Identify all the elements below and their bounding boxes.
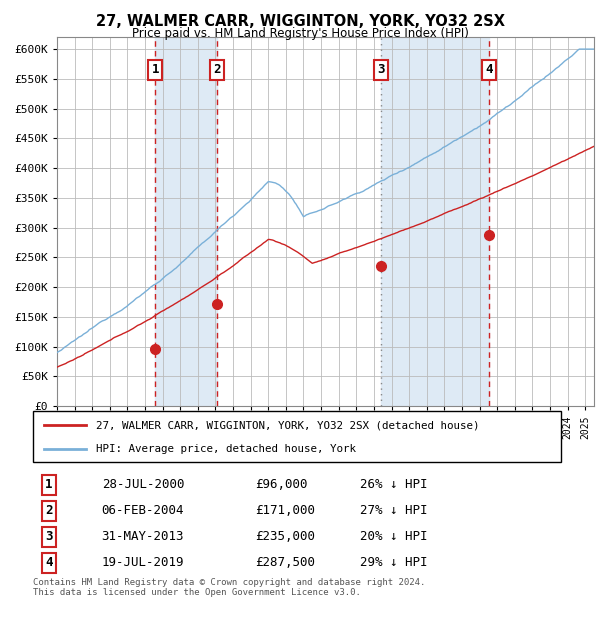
Text: 3: 3 xyxy=(45,530,53,543)
Text: 20% ↓ HPI: 20% ↓ HPI xyxy=(361,530,428,543)
Text: 19-JUL-2019: 19-JUL-2019 xyxy=(101,556,184,569)
Text: 1: 1 xyxy=(151,63,159,76)
Text: 2: 2 xyxy=(45,504,53,517)
Text: 29% ↓ HPI: 29% ↓ HPI xyxy=(361,556,428,569)
Text: 27% ↓ HPI: 27% ↓ HPI xyxy=(361,504,428,517)
Text: 31-MAY-2013: 31-MAY-2013 xyxy=(101,530,184,543)
Text: £235,000: £235,000 xyxy=(255,530,315,543)
Text: £96,000: £96,000 xyxy=(255,478,307,491)
Text: 28-JUL-2000: 28-JUL-2000 xyxy=(101,478,184,491)
Text: Price paid vs. HM Land Registry's House Price Index (HPI): Price paid vs. HM Land Registry's House … xyxy=(131,27,469,40)
Text: 06-FEB-2004: 06-FEB-2004 xyxy=(101,504,184,517)
Text: 2: 2 xyxy=(214,63,221,76)
Bar xyxy=(381,37,489,406)
Text: Contains HM Land Registry data © Crown copyright and database right 2024.
This d: Contains HM Land Registry data © Crown c… xyxy=(33,578,425,597)
Text: 3: 3 xyxy=(377,63,385,76)
Text: HPI: Average price, detached house, York: HPI: Average price, detached house, York xyxy=(97,444,356,454)
Bar xyxy=(155,37,217,406)
Text: 4: 4 xyxy=(485,63,493,76)
Text: £287,500: £287,500 xyxy=(255,556,315,569)
Text: 26% ↓ HPI: 26% ↓ HPI xyxy=(361,478,428,491)
Text: 4: 4 xyxy=(45,556,53,569)
Text: £171,000: £171,000 xyxy=(255,504,315,517)
Text: 27, WALMER CARR, WIGGINTON, YORK, YO32 2SX: 27, WALMER CARR, WIGGINTON, YORK, YO32 2… xyxy=(95,14,505,29)
Text: 27, WALMER CARR, WIGGINTON, YORK, YO32 2SX (detached house): 27, WALMER CARR, WIGGINTON, YORK, YO32 2… xyxy=(97,420,480,430)
Text: 1: 1 xyxy=(45,478,53,491)
